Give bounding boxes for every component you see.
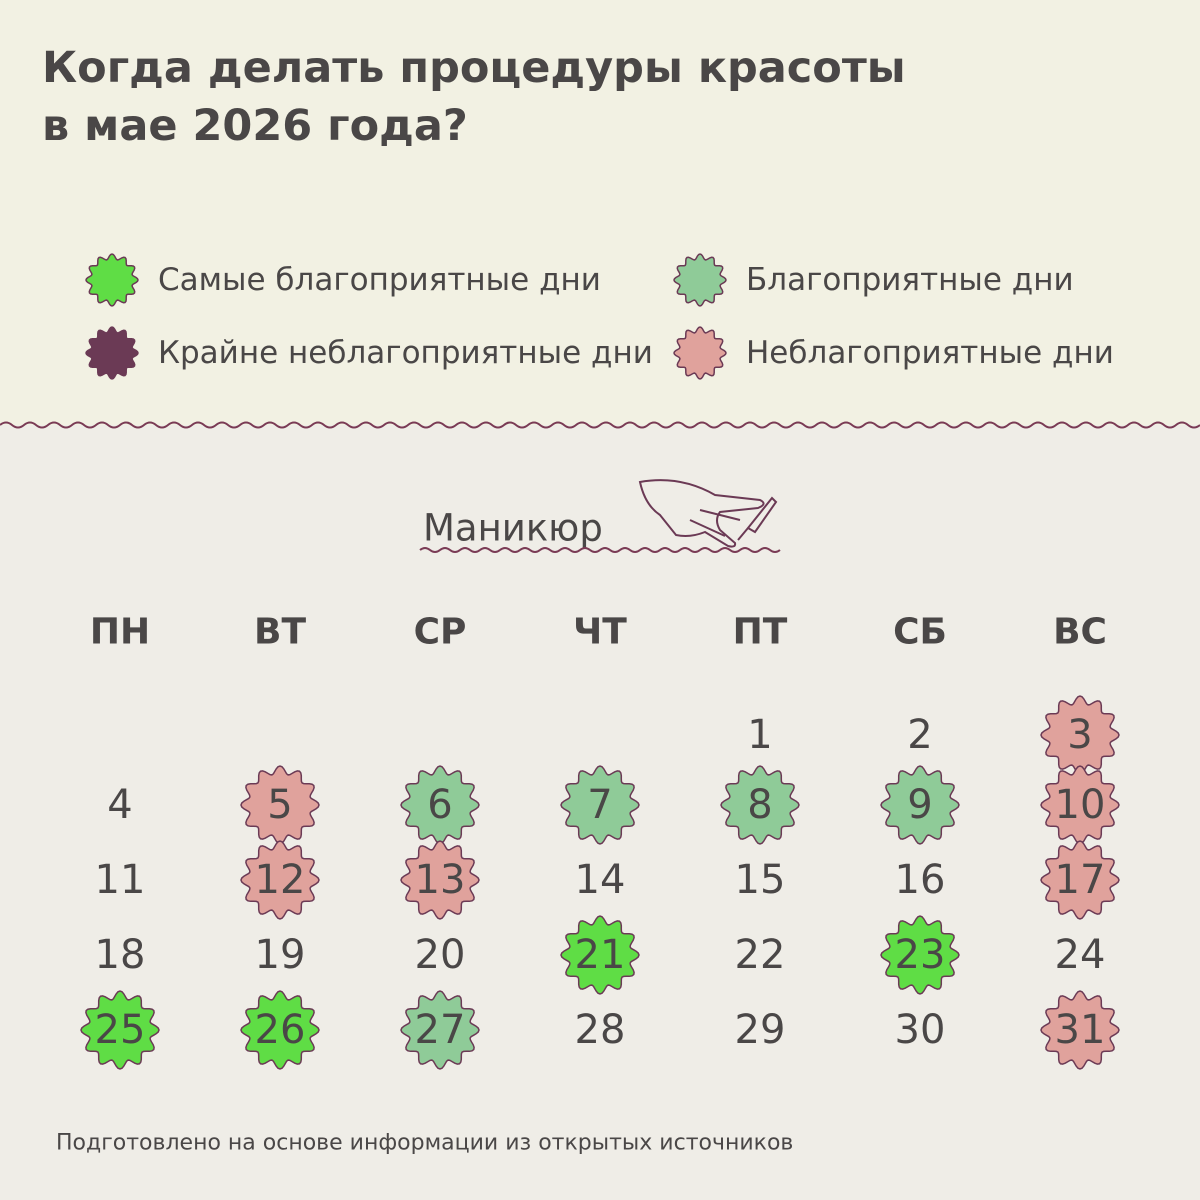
day-number: 17 — [1055, 857, 1106, 903]
day-badge — [80, 990, 160, 1070]
weekday: СР — [414, 612, 467, 653]
legend-icon — [673, 253, 727, 307]
section-title: Маникюр — [423, 507, 603, 550]
legend-icon — [85, 326, 139, 380]
day-number: 20 — [415, 932, 466, 978]
day-badge — [560, 765, 640, 845]
day-number: 13 — [415, 857, 466, 903]
legend-icon — [85, 253, 139, 307]
day-number: 12 — [255, 857, 306, 903]
manicure-illustration — [638, 479, 778, 548]
weekday: ПТ — [733, 612, 788, 653]
day-number: 1 — [747, 712, 772, 758]
title-line: Когда делать процедуры красоты — [42, 43, 906, 93]
weekday: СБ — [893, 612, 947, 653]
footer-note: Подготовлено на основе информации из отк… — [56, 1131, 793, 1156]
day-number: 6 — [427, 782, 452, 828]
legend-label: Крайне неблагоприятные дни — [158, 335, 653, 371]
day-number: 28 — [575, 1007, 626, 1053]
day-badge — [400, 990, 480, 1070]
day-badge — [1040, 765, 1120, 845]
day-badge — [1040, 990, 1120, 1070]
day-number: 7 — [587, 782, 612, 828]
header-bg — [0, 0, 1200, 425]
wave-divider — [0, 421, 1200, 429]
day-number: 16 — [895, 857, 946, 903]
title-underline — [419, 547, 781, 553]
day-number: 19 — [255, 932, 306, 978]
day-number: 18 — [95, 932, 146, 978]
legend-icon — [673, 326, 727, 380]
day-number: 14 — [575, 857, 626, 903]
day-number: 30 — [895, 1007, 946, 1053]
day-badge — [400, 765, 480, 845]
day-number: 25 — [95, 1007, 146, 1053]
day-badge — [720, 765, 800, 845]
day-badge — [240, 990, 320, 1070]
day-badge — [1040, 695, 1120, 775]
title-line: в мае 2026 года? — [42, 101, 468, 151]
day-number: 8 — [747, 782, 772, 828]
weekday: ВТ — [254, 612, 306, 653]
day-badge — [240, 840, 320, 920]
legend-label: Неблагоприятные дни — [746, 335, 1114, 371]
day-badge — [880, 765, 960, 845]
day-badge — [1040, 840, 1120, 920]
day-number: 2 — [907, 712, 932, 758]
day-number: 21 — [575, 932, 626, 978]
day-badge — [880, 915, 960, 995]
day-number: 22 — [735, 932, 786, 978]
day-badge — [400, 840, 480, 920]
day-number: 29 — [735, 1007, 786, 1053]
day-number: 4 — [107, 782, 132, 828]
day-number: 15 — [735, 857, 786, 903]
day-badge — [560, 915, 640, 995]
day-number: 26 — [255, 1007, 306, 1053]
weekday: ВС — [1053, 612, 1107, 653]
day-number: 9 — [907, 782, 932, 828]
day-number: 11 — [95, 857, 146, 903]
weekday: ЧТ — [573, 612, 627, 653]
day-number: 23 — [895, 932, 946, 978]
day-number: 3 — [1067, 712, 1092, 758]
day-number: 27 — [415, 1007, 466, 1053]
day-number: 5 — [267, 782, 292, 828]
day-number: 31 — [1055, 1007, 1106, 1053]
legend-label: Самые благоприятные дни — [158, 262, 601, 298]
legend-label: Благоприятные дни — [746, 262, 1074, 298]
day-number: 24 — [1055, 932, 1106, 978]
weekday: ПН — [90, 612, 150, 653]
day-badge — [240, 765, 320, 845]
day-number: 10 — [1055, 782, 1106, 828]
